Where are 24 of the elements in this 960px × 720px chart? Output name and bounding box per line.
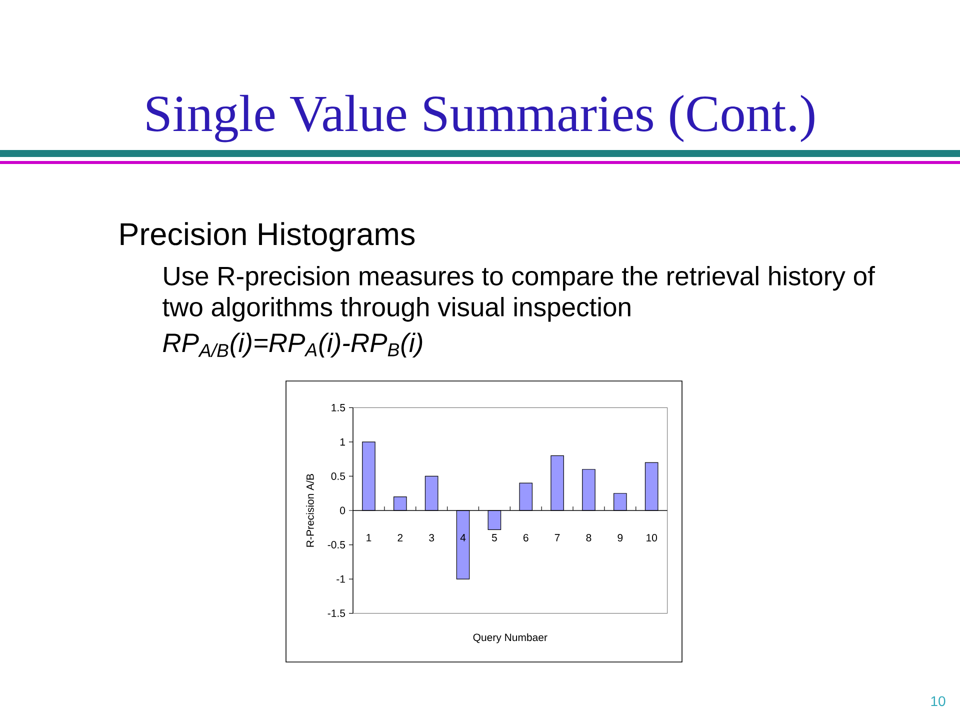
y-tick-label: -0.5 bbox=[328, 541, 346, 548]
x-tick-label: 5 bbox=[492, 534, 497, 542]
x-tick-label: 6 bbox=[523, 534, 528, 542]
x-tick-label: 1 bbox=[366, 534, 372, 542]
y-axis-title: R-Precision A/B bbox=[306, 474, 314, 547]
x-tick-label: 2 bbox=[398, 534, 403, 542]
chart-subtitle: Precision Histograms bbox=[120, 222, 415, 252]
x-tick-label: 7 bbox=[554, 534, 560, 542]
x-tick-label: 9 bbox=[618, 534, 623, 542]
y-tick-label: 1.5 bbox=[332, 404, 346, 412]
x-tick-label: 8 bbox=[586, 534, 592, 542]
x-axis-title: Query Numbaer bbox=[473, 633, 548, 644]
text: Use R-precision measures to compare the retrieval history of two algorithms through visual inspection bbox=[162, 266, 875, 322]
y-tick-label: -1.5 bbox=[328, 610, 346, 617]
y-tick-label: 0.5 bbox=[331, 472, 346, 480]
y-tick-label: -1 bbox=[336, 575, 345, 583]
x-tick-label: 10 bbox=[646, 534, 658, 542]
x-tick-label: 4 bbox=[460, 534, 466, 542]
text: RP$_{A/B}$(i)=RP$_{A}$(i)-RP$_{B}$(i) bbox=[163, 332, 422, 358]
y-tick-label: 0 bbox=[340, 506, 346, 514]
chart-title: Single Value Summaries (Cont.) bbox=[146, 94, 814, 142]
x-tick-label: 3 bbox=[429, 534, 434, 542]
y-tick-label: 1 bbox=[340, 438, 345, 446]
text: 10 bbox=[931, 696, 946, 706]
